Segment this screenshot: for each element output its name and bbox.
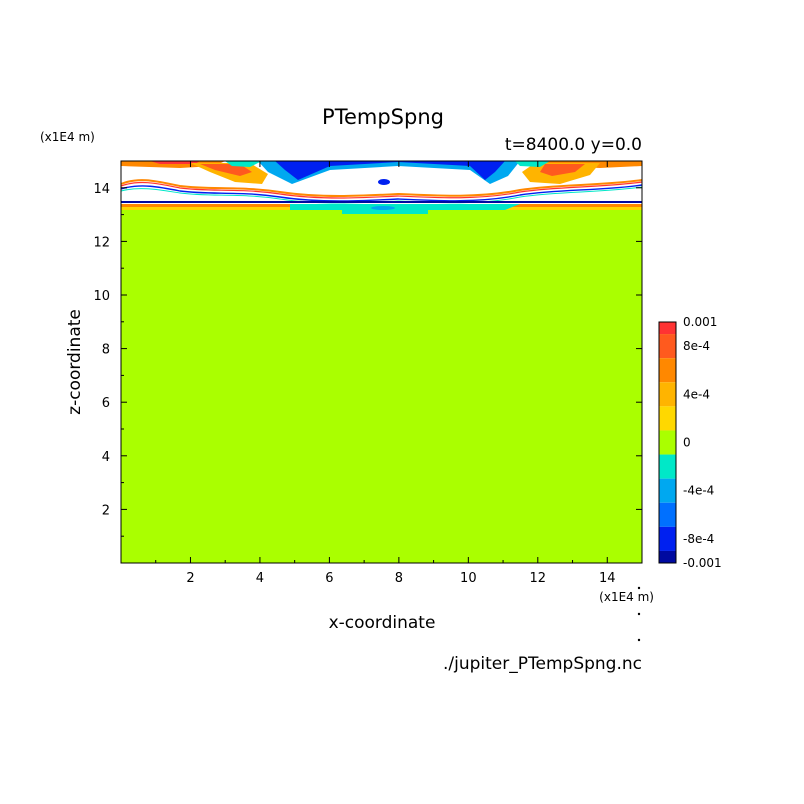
upper-sponge-layer [120, 161, 643, 214]
plot-area [120, 160, 643, 564]
x-tick-label: 10 [460, 571, 477, 586]
colorbar-swatch [659, 358, 676, 383]
chart-title: PTempSpng [322, 105, 444, 129]
colorbar-swatch [659, 502, 676, 527]
colorbar-label: 0.001 [683, 315, 717, 329]
wave-contour-orange [120, 179, 643, 197]
y-tick-label: 2 [102, 503, 110, 518]
colorbar-swatch [659, 454, 676, 479]
colorbar: 0.001 8e-4 4e-4 0 -4e-4 -8e-4 -0.001 [658, 315, 722, 570]
y-tick-label: 12 [93, 235, 110, 250]
colorbar-swatches [659, 322, 676, 563]
y-axis: 2 4 6 8 10 12 14 z-coordinate [65, 182, 642, 537]
x-tick-label: 2 [186, 571, 194, 586]
x-axis-ticks [155, 161, 608, 563]
central-teal-tips [225, 161, 550, 167]
colorbar-swatch [659, 382, 676, 407]
marker-dot [637, 586, 641, 590]
central-cool-spot [378, 179, 390, 185]
colorbar-swatch [659, 550, 676, 563]
y-tick-label: 10 [93, 289, 110, 304]
x-axis-label: x-coordinate [329, 613, 436, 633]
x-tick-label: 4 [256, 571, 264, 586]
central-cool-arc-core [275, 161, 505, 180]
source-filename: ./jupiter_PTempSpng.nc [443, 654, 642, 674]
y-unit-label: (x1E4 m) [40, 130, 95, 144]
x-axis: 2 4 6 8 10 12 14 (x1E4 m) x-coordinate [155, 161, 654, 633]
colorbar-swatch [659, 526, 676, 551]
marker-dot [637, 612, 641, 616]
x-unit-label: (x1E4 m) [599, 590, 654, 604]
top-red-fringe [150, 161, 200, 164]
interface-cool-patch [290, 204, 520, 210]
wave-contour-red [120, 181, 643, 199]
x-tick-label: 6 [325, 571, 333, 586]
y-tick-label: 6 [102, 396, 110, 411]
interface-blue-spot [371, 206, 395, 210]
y-axis-ticks [121, 187, 642, 537]
colorbar-swatch [659, 406, 676, 431]
colorbar-label: -4e-4 [683, 484, 714, 498]
colorbar-swatch [659, 322, 676, 335]
colorbar-label: 0 [683, 436, 691, 450]
field-background [121, 161, 642, 563]
marker-dot [637, 638, 641, 642]
colorbar-frame [658, 321, 677, 564]
colorbar-swatch [659, 334, 676, 359]
x-tick-label: 8 [395, 571, 403, 586]
interface-cool-strip [342, 209, 428, 214]
y-axis-label: z-coordinate [65, 309, 85, 415]
colorbar-label: 8e-4 [683, 339, 710, 353]
wave-contour-blue [120, 184, 643, 202]
left-warm-plume [190, 163, 268, 184]
left-warm-plume-core [200, 164, 252, 176]
interface-dark-line [121, 201, 642, 203]
x-tick-label: 14 [599, 571, 616, 586]
colorbar-label: -0.001 [683, 556, 722, 570]
y-tick-label: 8 [102, 343, 110, 358]
x-tick-label: 12 [530, 571, 547, 586]
colorbar-swatch [659, 430, 676, 455]
colorbar-label: 4e-4 [683, 387, 710, 401]
plot-frame [120, 160, 643, 564]
y-tick-label: 14 [93, 182, 110, 197]
right-warm-plume-core [540, 164, 585, 176]
colorbar-label: -8e-4 [683, 532, 714, 546]
y-tick-label: 4 [102, 450, 110, 465]
chart-subtitle: t=8400.0 y=0.0 [505, 135, 642, 155]
colorbar-swatch [659, 478, 676, 503]
